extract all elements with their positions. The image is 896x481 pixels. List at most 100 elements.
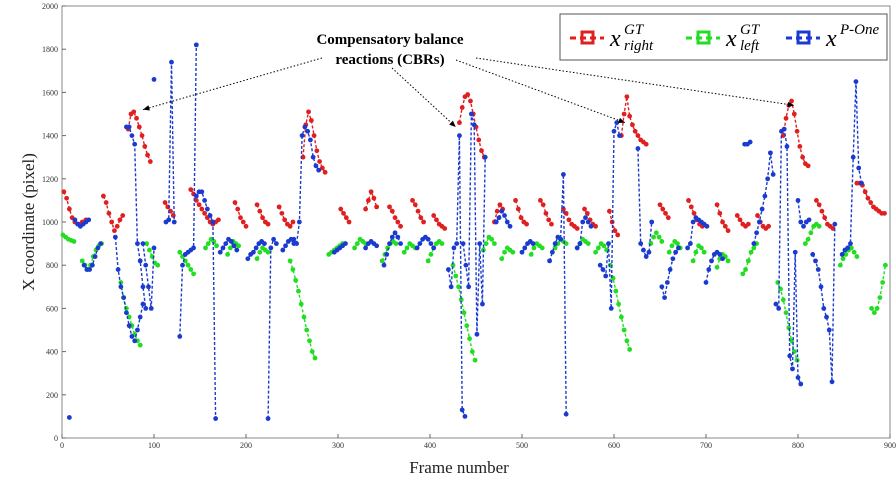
data-point <box>193 193 199 199</box>
data-point <box>869 306 874 311</box>
data-point <box>137 342 143 348</box>
data-point <box>341 210 346 216</box>
data-point <box>632 128 638 134</box>
data-point <box>773 301 779 307</box>
data-point <box>675 241 680 247</box>
data-point <box>641 247 646 253</box>
data-point <box>118 284 124 290</box>
data-point <box>461 310 467 316</box>
data-point <box>787 353 793 359</box>
data-point <box>810 252 816 257</box>
data-point <box>666 249 672 255</box>
data-point <box>465 92 471 97</box>
data-point <box>539 245 545 251</box>
data-point <box>309 349 315 354</box>
data-point <box>612 228 618 234</box>
data-point <box>453 273 459 279</box>
data-point <box>316 167 322 173</box>
data-point <box>265 249 271 255</box>
data-point <box>381 262 387 268</box>
ticks-layer: 0 100 200 300 400 500 600 700 800 900 0 200 400 600 80… <box>42 2 896 450</box>
data-point <box>129 133 135 139</box>
data-point <box>143 262 149 268</box>
data-point <box>493 219 499 225</box>
data-point <box>431 213 437 218</box>
data-point <box>497 202 503 208</box>
data-point <box>106 210 112 216</box>
data-point <box>673 249 679 255</box>
data-point <box>231 243 237 249</box>
data-point <box>146 284 151 290</box>
data-point <box>389 234 395 240</box>
data-point <box>496 215 502 221</box>
data-point <box>126 124 132 130</box>
data-point <box>859 180 864 186</box>
data-point <box>235 206 241 212</box>
data-point <box>398 223 403 229</box>
data-point <box>540 202 546 208</box>
data-point <box>64 195 69 201</box>
data-point <box>220 245 226 251</box>
data-point <box>393 241 399 247</box>
data-point <box>798 381 804 387</box>
data-point <box>312 355 318 361</box>
data-point <box>688 204 694 210</box>
data-point <box>513 198 518 203</box>
data-point <box>466 284 472 290</box>
data-point <box>140 301 146 307</box>
data-point <box>89 262 95 268</box>
data-point <box>768 150 773 156</box>
data-point <box>410 198 415 203</box>
data-point <box>290 219 296 225</box>
data-point <box>582 206 587 212</box>
data-point <box>659 284 665 290</box>
data-point <box>510 249 516 255</box>
data-point <box>613 288 619 294</box>
x-tick-label: 200 <box>240 441 252 450</box>
data-point <box>546 217 552 223</box>
x-tick-label: 0 <box>60 441 64 450</box>
series-line <box>114 237 144 343</box>
data-point <box>257 208 263 214</box>
data-point <box>135 327 140 333</box>
series-line <box>293 125 320 246</box>
x-tick-label: 600 <box>608 441 620 450</box>
data-point <box>816 223 822 229</box>
data-point <box>748 249 754 255</box>
data-point <box>196 202 202 208</box>
data-point <box>563 411 569 417</box>
annotation-arrow <box>142 57 323 111</box>
data-point <box>618 314 624 320</box>
data-point <box>790 366 795 372</box>
data-point <box>148 306 154 311</box>
data-point <box>180 262 185 268</box>
data-point <box>131 109 137 115</box>
data-point <box>371 195 377 201</box>
data-point <box>132 141 138 147</box>
data-point <box>856 165 862 171</box>
data-point <box>139 133 145 139</box>
data-point <box>781 126 787 132</box>
data-point <box>522 245 528 251</box>
series-line <box>164 202 174 216</box>
data-point <box>469 349 475 354</box>
data-point <box>558 236 564 242</box>
data-point <box>296 288 301 294</box>
data-point <box>228 239 234 244</box>
data-point <box>188 267 194 272</box>
data-point <box>273 241 279 247</box>
y-tick-label: 0 <box>54 434 58 443</box>
data-point <box>87 267 92 272</box>
y-tick-label: 600 <box>46 304 58 313</box>
series-line <box>782 99 809 167</box>
series-line <box>637 148 653 259</box>
data-point <box>595 245 601 251</box>
data-point <box>745 258 751 264</box>
data-point <box>368 189 374 195</box>
data-point <box>304 327 310 333</box>
data-point <box>621 111 627 117</box>
data-point <box>467 336 472 342</box>
data-point <box>805 163 811 169</box>
data-point <box>784 144 790 149</box>
